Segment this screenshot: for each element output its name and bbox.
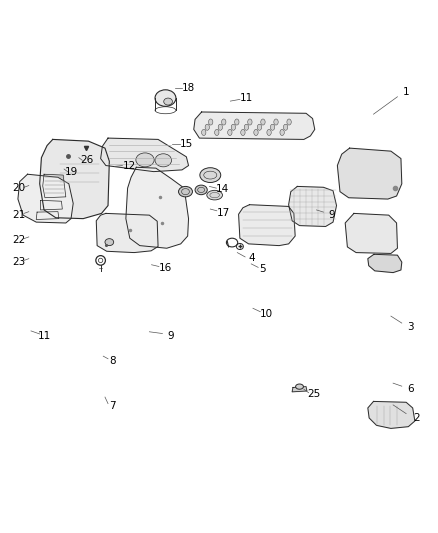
Ellipse shape bbox=[261, 119, 265, 125]
Text: 26: 26 bbox=[80, 155, 93, 165]
Ellipse shape bbox=[274, 119, 278, 125]
Polygon shape bbox=[292, 386, 307, 392]
Polygon shape bbox=[36, 212, 59, 220]
Polygon shape bbox=[40, 140, 110, 219]
Text: 18: 18 bbox=[182, 83, 195, 93]
Text: 21: 21 bbox=[12, 210, 25, 220]
Polygon shape bbox=[18, 174, 73, 223]
Ellipse shape bbox=[231, 124, 236, 130]
Polygon shape bbox=[368, 254, 402, 272]
Ellipse shape bbox=[201, 130, 206, 135]
Text: 12: 12 bbox=[123, 160, 136, 171]
Ellipse shape bbox=[218, 124, 223, 130]
Ellipse shape bbox=[200, 168, 221, 182]
Ellipse shape bbox=[244, 124, 249, 130]
Ellipse shape bbox=[222, 119, 226, 125]
Text: 15: 15 bbox=[180, 139, 193, 149]
Text: 4: 4 bbox=[248, 253, 255, 263]
Ellipse shape bbox=[208, 119, 213, 125]
Ellipse shape bbox=[215, 130, 219, 135]
Polygon shape bbox=[239, 205, 295, 246]
Text: 16: 16 bbox=[159, 263, 173, 273]
Text: 11: 11 bbox=[38, 331, 52, 341]
Text: 7: 7 bbox=[109, 401, 116, 411]
Text: 14: 14 bbox=[216, 184, 229, 194]
Ellipse shape bbox=[105, 239, 114, 246]
Text: 25: 25 bbox=[307, 390, 321, 399]
Ellipse shape bbox=[254, 130, 258, 135]
Text: 19: 19 bbox=[65, 167, 78, 177]
Polygon shape bbox=[337, 148, 402, 199]
Ellipse shape bbox=[205, 124, 209, 130]
Text: 5: 5 bbox=[259, 264, 266, 274]
Polygon shape bbox=[289, 187, 336, 227]
Ellipse shape bbox=[195, 185, 207, 195]
Ellipse shape bbox=[248, 119, 252, 125]
Text: 10: 10 bbox=[260, 309, 273, 319]
Text: 9: 9 bbox=[328, 210, 335, 220]
Polygon shape bbox=[96, 213, 158, 253]
Ellipse shape bbox=[155, 90, 176, 107]
Polygon shape bbox=[41, 200, 62, 210]
Text: 23: 23 bbox=[12, 257, 25, 267]
Text: 22: 22 bbox=[12, 236, 25, 245]
Ellipse shape bbox=[164, 98, 173, 105]
Ellipse shape bbox=[283, 124, 288, 130]
Polygon shape bbox=[368, 401, 415, 429]
Ellipse shape bbox=[136, 153, 154, 167]
Text: 20: 20 bbox=[12, 183, 25, 193]
Ellipse shape bbox=[267, 130, 271, 135]
Text: 8: 8 bbox=[109, 357, 116, 366]
Text: 3: 3 bbox=[407, 322, 414, 333]
Ellipse shape bbox=[179, 187, 192, 197]
Polygon shape bbox=[194, 112, 315, 140]
Text: 9: 9 bbox=[168, 331, 174, 341]
Text: 2: 2 bbox=[414, 413, 420, 423]
Text: 17: 17 bbox=[217, 207, 230, 217]
Ellipse shape bbox=[228, 130, 232, 135]
Polygon shape bbox=[101, 138, 188, 172]
Ellipse shape bbox=[280, 130, 284, 135]
Ellipse shape bbox=[241, 130, 245, 135]
Text: 11: 11 bbox=[239, 93, 253, 103]
Text: 1: 1 bbox=[403, 86, 410, 96]
Ellipse shape bbox=[207, 190, 223, 200]
Ellipse shape bbox=[270, 124, 275, 130]
Polygon shape bbox=[43, 174, 66, 198]
Ellipse shape bbox=[287, 119, 291, 125]
Text: 6: 6 bbox=[407, 384, 414, 394]
Ellipse shape bbox=[235, 119, 239, 125]
Polygon shape bbox=[126, 167, 188, 248]
Polygon shape bbox=[345, 213, 397, 254]
Ellipse shape bbox=[257, 124, 261, 130]
Ellipse shape bbox=[296, 384, 304, 389]
Ellipse shape bbox=[155, 154, 172, 167]
